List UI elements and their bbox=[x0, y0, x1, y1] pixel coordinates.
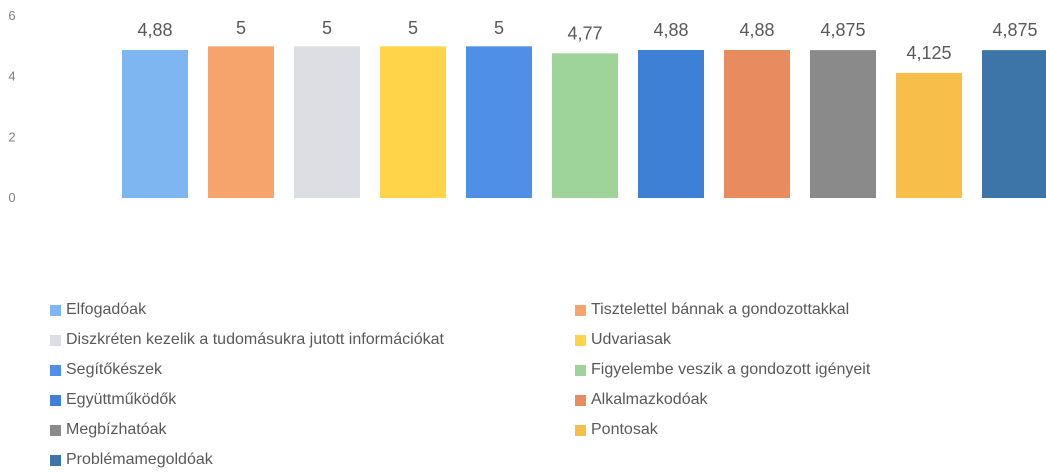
bar-chart: 0 2 4 6 4,88 5 5 5 5 4,77 4,88 4,88 4,875 4,125 4,875 bbox=[8, 8, 1046, 205]
data-label: 4,77 bbox=[567, 23, 602, 43]
bar bbox=[294, 46, 360, 199]
legend-swatch bbox=[575, 334, 586, 346]
legend-label: Együttműködők bbox=[66, 391, 177, 408]
legend-label: Udvariasak bbox=[591, 331, 672, 348]
legend-swatch bbox=[50, 304, 61, 316]
data-label: 4,88 bbox=[137, 20, 172, 40]
legend-item: Alkalmazkodóak bbox=[575, 387, 1010, 413]
data-label: 5 bbox=[408, 18, 418, 38]
legend-item: Diszkréten kezelik a tudomásukra jutott … bbox=[50, 327, 575, 353]
bar bbox=[724, 49, 790, 199]
legend-swatch bbox=[50, 334, 61, 346]
data-label: 4,88 bbox=[739, 20, 774, 40]
legend-swatch bbox=[575, 304, 586, 316]
bar bbox=[982, 50, 1046, 198]
legend-label: Segítőkészek bbox=[66, 361, 163, 378]
data-label: 4,88 bbox=[653, 20, 688, 40]
bar bbox=[122, 49, 188, 199]
legend-label: Elfogadóak bbox=[66, 301, 147, 318]
y-tick-label: 0 bbox=[8, 190, 15, 205]
bar bbox=[810, 50, 876, 198]
legend-item: Együttműködők bbox=[50, 387, 575, 413]
y-tick-label: 6 bbox=[8, 8, 15, 23]
legend-item: Udvariasak bbox=[575, 327, 1010, 353]
data-label: 4,875 bbox=[820, 20, 865, 40]
y-tick-label: 2 bbox=[8, 129, 15, 144]
data-label: 5 bbox=[494, 18, 504, 38]
bar bbox=[208, 46, 274, 199]
data-label: 4,875 bbox=[992, 20, 1037, 40]
bar bbox=[896, 72, 962, 198]
legend-item: Elfogadóak bbox=[50, 297, 575, 323]
legend-swatch bbox=[50, 364, 61, 376]
data-labels: 4,88 5 5 5 5 4,77 4,88 4,88 4,875 4,125 4,875 bbox=[137, 18, 1037, 63]
legend-label: Alkalmazkodóak bbox=[591, 391, 708, 408]
legend-swatch bbox=[575, 394, 586, 406]
data-label: 5 bbox=[236, 18, 246, 38]
legend-item: Figyelembe veszik a gondozott igényeit bbox=[575, 357, 1010, 383]
legend-label: Pontosak bbox=[591, 421, 658, 438]
y-tick-label: 4 bbox=[8, 69, 15, 84]
legend-swatch bbox=[575, 424, 586, 436]
legend-label: Problémamegoldóak bbox=[66, 451, 213, 468]
legend-label: Megbízhatóak bbox=[66, 421, 167, 438]
data-label: 4,125 bbox=[906, 43, 951, 63]
bar bbox=[380, 46, 446, 199]
legend-swatch bbox=[50, 394, 61, 406]
legend-item: Segítőkészek bbox=[50, 357, 575, 383]
bars bbox=[122, 46, 1046, 199]
y-axis: 0 2 4 6 bbox=[8, 8, 15, 205]
bar bbox=[638, 49, 704, 199]
legend-label: Tisztelettel bánnak a gondozottakkal bbox=[591, 301, 850, 318]
legend-item: Tisztelettel bánnak a gondozottakkal bbox=[575, 297, 1010, 323]
data-label: 5 bbox=[322, 18, 332, 38]
legend-swatch bbox=[575, 364, 586, 376]
legend-swatch bbox=[50, 424, 61, 436]
legend: Elfogadóak Tisztelettel bánnak a gondozot… bbox=[50, 297, 1010, 473]
bar bbox=[466, 46, 532, 199]
bar bbox=[552, 53, 618, 199]
legend-item: Pontosak bbox=[575, 417, 1010, 443]
legend-item: Megbízhatóak bbox=[50, 417, 575, 443]
legend-swatch bbox=[50, 454, 61, 466]
legend-item: Problémamegoldóak bbox=[50, 447, 575, 473]
legend-label: Diszkréten kezelik a tudomásukra jutott … bbox=[66, 331, 444, 348]
legend-label: Figyelembe veszik a gondozott igényeit bbox=[591, 361, 871, 378]
